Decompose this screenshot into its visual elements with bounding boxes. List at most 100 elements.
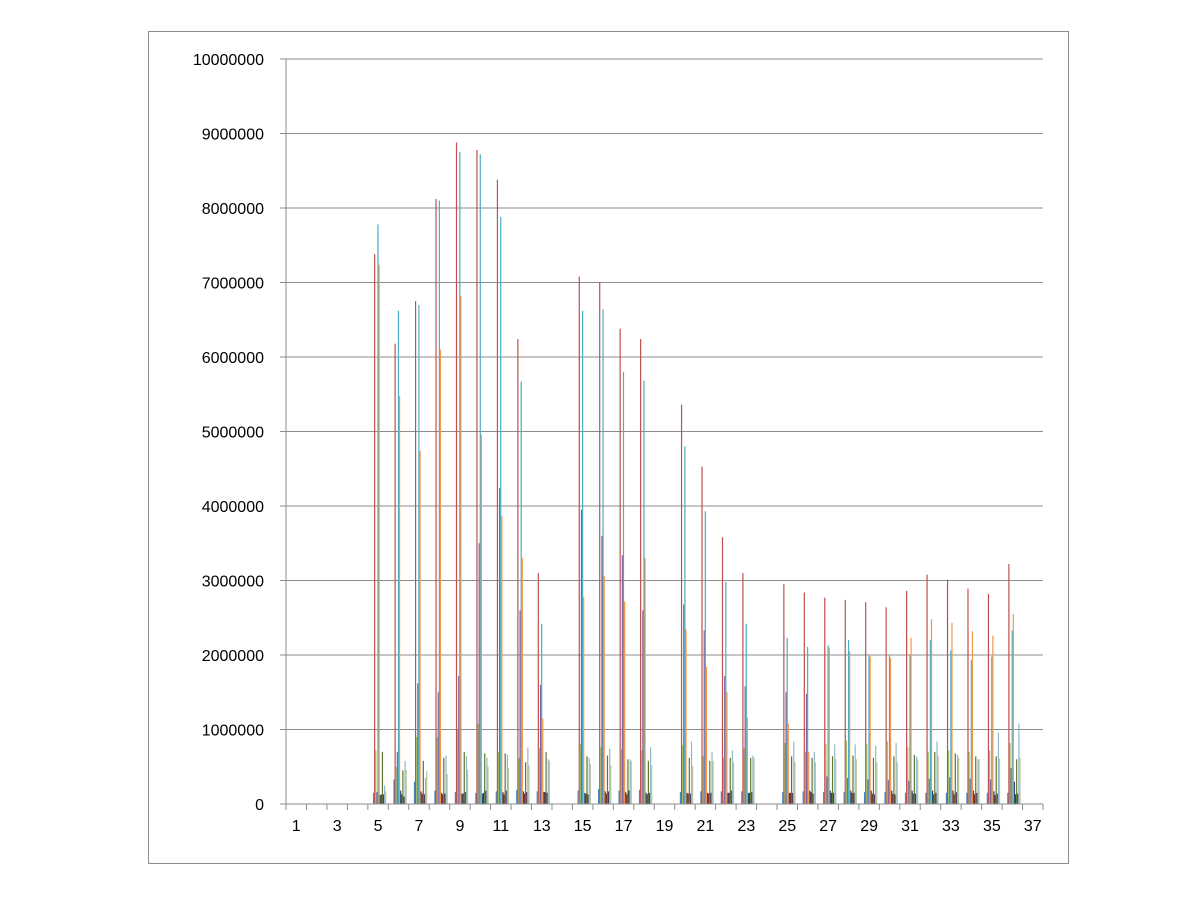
bar-series-8-cat-12: [523, 793, 526, 804]
bar-series-11-cat-28: [854, 744, 856, 804]
y-tick-label: 9000000: [202, 127, 264, 144]
bar-series-5-cat-18: [643, 380, 645, 804]
bar-series-10-cat-18: [648, 792, 651, 804]
bar-series-5-cat-32: [929, 640, 931, 804]
bar-series-11-cat-21: [711, 751, 713, 804]
bar-series-12-cat-11: [507, 768, 510, 804]
bar-series-9-cat-9: [463, 751, 465, 804]
bar-series-2-cat-9: [455, 142, 458, 804]
bars: [372, 142, 1021, 805]
x-tick-label: 9: [455, 818, 464, 835]
bar-series-11-cat-27: [834, 744, 836, 804]
bar-series-10-cat-34: [976, 792, 978, 804]
bar-series-10-cat-12: [526, 792, 528, 804]
bar-series-12-cat-32: [937, 756, 939, 804]
bar-series-11-cat-34: [977, 759, 979, 804]
bar-series-11-cat-8: [445, 755, 447, 804]
bar-series-6-cat-13: [542, 718, 544, 804]
bar-series-9-cat-32: [934, 751, 936, 804]
bar-series-8-cat-34: [974, 794, 976, 804]
bar-series-5-cat-7: [418, 304, 420, 804]
bar-series-7-cat-6: [400, 790, 402, 804]
bar-series-3-cat-21: [702, 756, 704, 804]
bar-series-6-cat-27: [828, 647, 830, 804]
bar-series-4-cat-25: [785, 692, 787, 804]
bar-series-5-cat-16: [602, 309, 604, 804]
bar-series-11-cat-31: [915, 756, 918, 804]
bar-series-1-cat-29: [863, 792, 866, 804]
bar-series-12-cat-25: [794, 762, 796, 804]
bar-series-4-cat-33: [949, 777, 951, 804]
bar-series-9-cat-35: [995, 756, 997, 804]
bar-series-4-cat-35: [990, 779, 992, 804]
bar-series-5-cat-22: [725, 581, 727, 804]
bar-series-8-cat-26: [810, 792, 812, 804]
bar-series-11-cat-10: [486, 757, 488, 804]
bar-series-9-cat-13: [545, 751, 547, 804]
bar-series-9-cat-31: [913, 754, 915, 804]
bar-series-1-cat-11: [495, 791, 497, 804]
bar-series-1-cat-26: [802, 791, 804, 804]
bar-series-2-cat-11: [496, 179, 499, 804]
bar-series-5-cat-8: [438, 200, 440, 805]
bar-series-7-cat-9: [461, 793, 463, 804]
bar-series-11-cat-17: [629, 759, 631, 804]
bar-series-6-cat-35: [992, 635, 994, 804]
bar-series-2-cat-20: [680, 404, 683, 804]
bar-series-5-cat-33: [950, 650, 952, 804]
bar-series-4-cat-34: [969, 778, 971, 804]
bar-series-9-cat-25: [791, 756, 793, 804]
y-tick-label: 1000000: [202, 723, 264, 740]
bar-series-2-cat-12: [517, 339, 519, 804]
bar-series-4-cat-28: [846, 777, 849, 804]
bar-series-1-cat-20: [679, 792, 682, 804]
x-tick-label: 25: [778, 818, 796, 835]
bar-series-12-cat-27: [835, 759, 837, 804]
bar-series-2-cat-26: [803, 592, 805, 804]
bar-series-5-cat-36: [1011, 630, 1013, 804]
bar-series-9-cat-34: [975, 756, 977, 804]
bar-series-3-cat-28: [845, 740, 847, 804]
bar-series-11-cat-30: [895, 742, 897, 804]
bar-series-6-cat-5: [378, 264, 380, 804]
bar-series-7-cat-16: [604, 791, 606, 804]
y-tick-label: 8000000: [202, 201, 264, 218]
bar-series-3-cat-15: [579, 744, 581, 804]
bar-series-4-cat-26: [805, 693, 808, 804]
x-tick-label: 33: [942, 818, 960, 835]
bar-series-7-cat-17: [625, 792, 627, 804]
gridlines: [286, 58, 1043, 730]
bar-series-9-cat-29: [872, 757, 875, 804]
bar-series-1-cat-6: [393, 779, 395, 804]
bar-series-6-cat-17: [624, 601, 626, 804]
bar-series-12-cat-26: [814, 762, 816, 804]
bar-series-4-cat-8: [437, 692, 439, 804]
bar-series-1-cat-22: [720, 791, 722, 804]
axes: [280, 58, 1044, 810]
bar-series-3-cat-22: [722, 757, 725, 804]
y-tick-label: 4000000: [202, 499, 264, 516]
bar-series-6-cat-31: [910, 637, 912, 804]
bar-series-4-cat-20: [683, 604, 685, 804]
bar-series-3-cat-18: [641, 750, 643, 804]
bar-series-9-cat-18: [647, 760, 649, 804]
bar-series-4-cat-36: [1010, 768, 1012, 804]
bar-series-12-cat-15: [589, 763, 591, 804]
bar-series-12-cat-21: [712, 760, 714, 804]
bar-series-2-cat-31: [906, 590, 908, 804]
bar-series-8-cat-29: [871, 793, 873, 804]
bar-series-3-cat-5: [375, 750, 377, 804]
bar-series-6-cat-29: [869, 656, 871, 804]
bar-series-2-cat-30: [885, 607, 887, 804]
bar-series-10-cat-20: [689, 793, 692, 804]
bar-series-9-cat-10: [484, 753, 486, 804]
bar-series-12-cat-16: [610, 765, 612, 804]
bar-series-11-cat-9: [465, 756, 468, 804]
bar-series-11-cat-6: [404, 760, 406, 804]
bar-series-2-cat-22: [721, 537, 724, 804]
bar-series-12-cat-31: [917, 759, 919, 804]
bar-series-7-cat-10: [481, 793, 484, 804]
bar-series-11-cat-36: [1018, 723, 1020, 804]
bar-series-1-cat-33: [945, 792, 948, 804]
bar-series-3-cat-30: [886, 741, 888, 804]
